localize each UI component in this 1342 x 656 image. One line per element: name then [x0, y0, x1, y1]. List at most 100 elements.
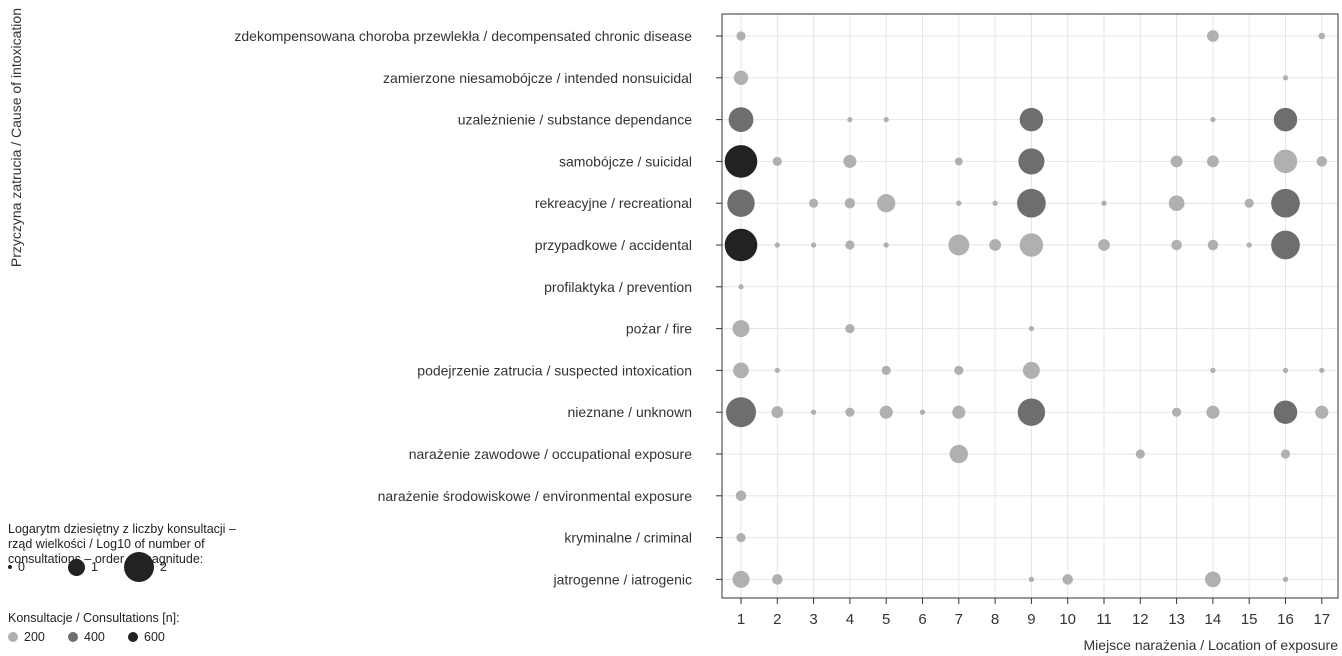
data-point [728, 107, 754, 132]
data-point [1028, 576, 1035, 583]
data-point [1135, 449, 1145, 459]
y-tick-label: narażenie środowiskowe / environmental e… [378, 488, 693, 504]
data-points [724, 30, 1329, 588]
data-point [992, 200, 998, 206]
data-point [879, 405, 893, 419]
data-point [847, 116, 853, 123]
y-tick-label: zdekompensowana choroba przewlekła / dec… [234, 28, 692, 44]
data-point [845, 324, 855, 334]
color-legend-item: 200 [8, 628, 45, 646]
data-point [774, 242, 780, 248]
data-point [736, 533, 746, 543]
data-point [1207, 30, 1219, 42]
size-legend-item: 1 [68, 553, 98, 581]
data-point [1022, 361, 1040, 379]
color-legend: 200 400 600 [8, 628, 248, 646]
size-legend-label: 2 [160, 560, 167, 574]
data-point [1246, 242, 1252, 248]
data-point [1273, 400, 1298, 424]
data-point [727, 189, 755, 217]
data-point [845, 407, 855, 417]
data-point [952, 405, 966, 419]
data-point [954, 365, 964, 375]
color-legend-label: 600 [144, 630, 165, 644]
x-tick-label: 2 [773, 611, 781, 628]
data-point [1170, 155, 1183, 168]
data-point [1273, 107, 1298, 132]
data-point [1168, 195, 1185, 212]
y-tick-label: nieznane / unknown [567, 404, 692, 420]
x-tick-label: 4 [846, 611, 854, 628]
color-legend-dot [128, 632, 138, 642]
data-point [1210, 116, 1216, 123]
x-tick-label: 7 [955, 611, 963, 628]
data-point [735, 490, 747, 502]
data-point [954, 157, 963, 166]
data-point [1273, 149, 1298, 174]
y-tick-label: profilaktyka / prevention [544, 279, 692, 295]
x-tick-label: 1 [737, 611, 745, 628]
data-point [956, 200, 962, 206]
x-tick-label: 13 [1168, 611, 1185, 628]
size-legend-item: 0 [8, 553, 25, 581]
data-point [810, 242, 817, 248]
data-point [810, 409, 817, 415]
data-point [989, 239, 1001, 251]
data-point [877, 194, 896, 213]
color-legend-label: 400 [84, 630, 105, 644]
data-point [774, 367, 780, 374]
data-point [845, 240, 855, 250]
data-point [843, 154, 857, 168]
y-tick-label: samobójcze / suicidal [559, 153, 692, 169]
data-point [724, 228, 758, 262]
color-legend-title: Konsultacje / Consultations [n]: [8, 611, 180, 625]
data-point [1101, 200, 1107, 206]
data-point [772, 156, 782, 166]
size-legend-dot [8, 565, 12, 569]
plot-frame [721, 13, 1339, 599]
data-point [726, 397, 756, 428]
data-point [948, 234, 970, 256]
data-point [1318, 32, 1326, 40]
data-point [771, 406, 784, 419]
y-tick-label: narażenie zawodowe / occupational exposu… [409, 446, 693, 462]
y-tick-labels: zdekompensowana choroba przewlekła / dec… [234, 28, 722, 587]
data-point [1205, 571, 1221, 588]
data-point [1018, 148, 1045, 175]
color-legend-dot [68, 632, 78, 642]
size-legend-dot [124, 552, 154, 582]
data-point [1207, 239, 1219, 251]
x-tick-label: 12 [1132, 611, 1149, 628]
x-tick-label: 17 [1313, 611, 1330, 628]
data-point [736, 31, 746, 41]
data-point [738, 284, 744, 290]
x-tick-label: 9 [1027, 611, 1035, 628]
color-legend-item: 600 [128, 628, 165, 646]
data-point [883, 116, 889, 123]
x-tick-labels: 1 2 3 4 5 6 7 8 9 10 11 12 13 14 15 16 17 [737, 598, 1330, 628]
x-tick-label: 8 [991, 611, 999, 628]
data-point [1271, 188, 1300, 218]
y-tick-label: przypadkowe / accidental [535, 237, 692, 253]
data-point [1019, 107, 1044, 132]
data-point [809, 198, 819, 208]
x-tick-label: 10 [1059, 611, 1076, 628]
size-legend-title: Logarytm dziesiętny z liczby konsultacji… [8, 522, 236, 566]
x-tick-label: 15 [1241, 611, 1258, 628]
data-point [881, 365, 891, 375]
x-tick-label: 14 [1205, 611, 1222, 628]
data-point [1172, 407, 1182, 417]
data-point [1062, 574, 1073, 585]
x-tick-label: 16 [1277, 611, 1294, 628]
data-point [724, 145, 758, 178]
data-point [733, 70, 749, 86]
data-point [1207, 155, 1219, 168]
x-tick-label: 5 [882, 611, 890, 628]
data-point [1244, 198, 1254, 208]
data-point [1210, 367, 1216, 374]
data-point [919, 409, 926, 415]
data-point [732, 570, 750, 588]
x-tick-label: 3 [809, 611, 817, 628]
y-tick-label: jatrogenne / iatrogenic [552, 571, 692, 587]
